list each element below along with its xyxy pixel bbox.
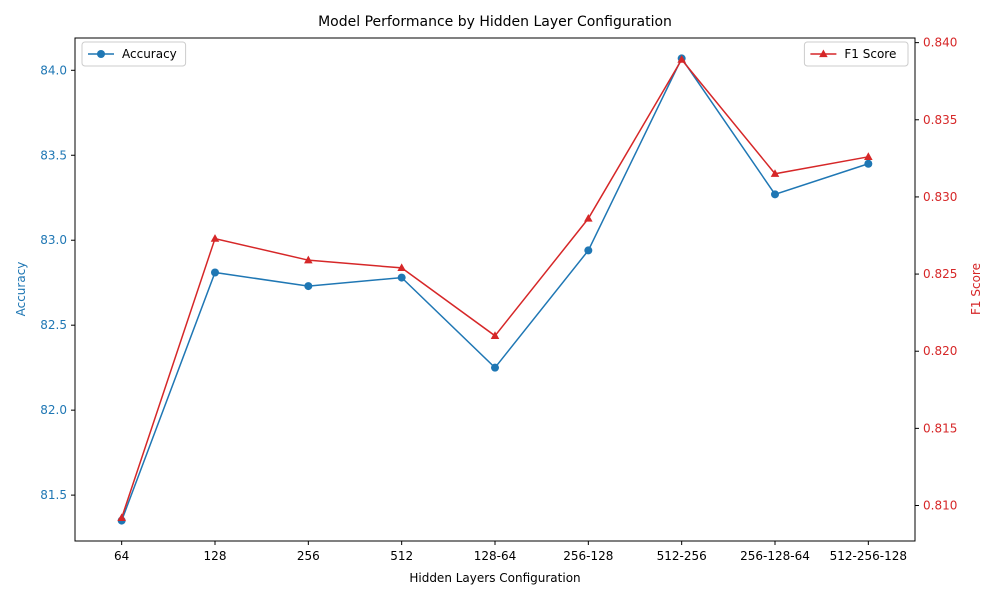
accuracy-point (864, 159, 873, 168)
accuracy-point (491, 363, 499, 372)
f1-score-line (120, 58, 869, 519)
y-left-tick-label: 83.5 (40, 148, 67, 162)
y-right-tick-label: 0.835 (923, 113, 957, 127)
y-left-tick-label: 83.0 (40, 233, 67, 247)
legend-box (803, 41, 909, 67)
y-right-tick-label: 0.820 (923, 344, 957, 358)
f1-score-point (584, 214, 593, 222)
x-tick-label: 256 (297, 549, 320, 563)
x-tick-label: 256-128 (563, 549, 613, 563)
legend-marker (819, 49, 828, 58)
x-tick-label: 64 (114, 549, 129, 563)
y-left-tick-label: 84.0 (40, 63, 67, 77)
y-left-tick-label: 82.5 (40, 318, 67, 332)
x-tick-label: 128 (204, 549, 227, 563)
accuracy-point (397, 273, 406, 282)
y-left-tick-label: 82.0 (40, 403, 67, 417)
y-axis-right-title: F1 Score (969, 263, 983, 315)
x-tick-label: 256-128-64 (740, 549, 810, 563)
chart-title: Model Performance by Hidden Layer Config… (318, 14, 672, 30)
legend-label: F1 Score (844, 47, 896, 61)
legend-box (81, 41, 187, 67)
y-right-tick-label: 0.825 (923, 267, 957, 281)
accuracy-point (211, 268, 219, 277)
f1-score-point (770, 169, 780, 177)
f1-score-point (304, 255, 313, 264)
accuracy-point (771, 190, 779, 199)
y-right-tick-label: 0.815 (923, 421, 957, 435)
x-tick-label: 512-256 (657, 549, 707, 563)
f1-score-point (677, 55, 686, 63)
accuracy-line (120, 56, 869, 521)
f1-score-point (397, 263, 406, 272)
y-left-tick-label: 81.5 (40, 488, 67, 502)
f1-score-point (490, 331, 500, 339)
legend-marker (97, 50, 105, 58)
x-tick-label: 128-64 (474, 549, 517, 563)
y-right-tick-label: 0.830 (923, 190, 957, 204)
y-axis-left-title: Accuracy (14, 262, 28, 317)
f1-score-point (210, 234, 220, 242)
x-tick-label: 512-256-128 (830, 549, 907, 563)
x-tick-label: 512 (390, 549, 413, 563)
plot-area: 64 128 256 512 128-64 256-128 512-256 256-128-6… (40, 36, 957, 563)
accuracy-legend: Accuracy (81, 41, 187, 67)
y-right-tick-label: 0.810 (923, 499, 957, 513)
accuracy-point (584, 246, 593, 255)
f1-score-legend: F1 Score (803, 41, 909, 67)
f1-score-point (864, 152, 873, 160)
f1-score-point (117, 513, 126, 522)
accuracy-point (304, 282, 313, 291)
legend-label: Accuracy (122, 47, 177, 61)
x-axis-title: Hidden Layers Configuration (409, 571, 580, 585)
plot-frame (74, 37, 916, 542)
y-right-tick-label: 0.840 (923, 36, 957, 50)
